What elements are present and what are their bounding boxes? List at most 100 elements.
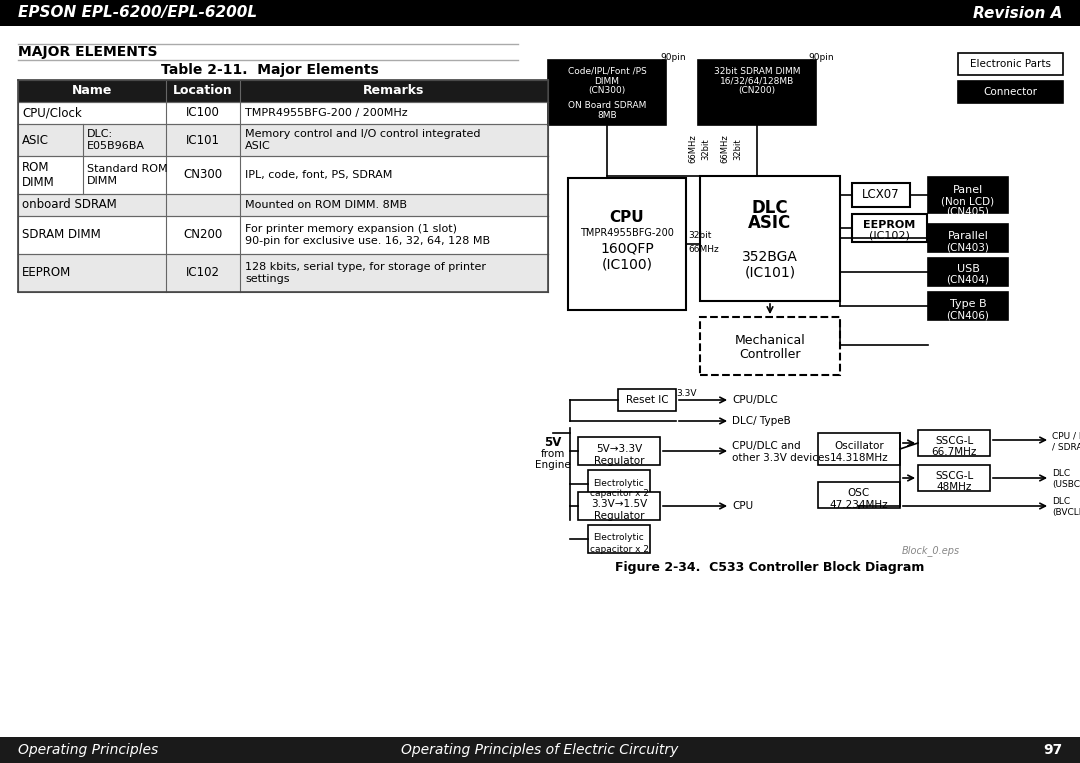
Text: Electronic Parts: Electronic Parts	[970, 59, 1051, 69]
Text: Controller: Controller	[739, 349, 800, 362]
Text: (BVCLK): (BVCLK)	[1052, 507, 1080, 517]
Text: CN300: CN300	[184, 169, 222, 182]
Text: SDRAM DIMM: SDRAM DIMM	[22, 228, 100, 242]
Text: Standard ROM
DIMM: Standard ROM DIMM	[87, 164, 167, 186]
Text: 48MHz: 48MHz	[936, 482, 972, 492]
Text: LCX07: LCX07	[862, 188, 900, 201]
Text: (USBCLK): (USBCLK)	[1052, 481, 1080, 490]
Text: capacitor x 2: capacitor x 2	[590, 545, 648, 553]
Bar	[0, 737, 1080, 763]
Bar	[18, 254, 548, 292]
Text: TMPR4955BFG-200 / 200MHz: TMPR4955BFG-200 / 200MHz	[245, 108, 407, 118]
Text: 16/32/64/128MB: 16/32/64/128MB	[720, 76, 794, 85]
Text: Regulator: Regulator	[594, 456, 645, 466]
Text: Block_0.eps: Block_0.eps	[902, 546, 960, 556]
Text: IPL, code, font, PS, SDRAM: IPL, code, font, PS, SDRAM	[245, 170, 392, 180]
Text: (CN405): (CN405)	[946, 207, 989, 217]
Bar	[818, 482, 900, 508]
Text: DLC:
E05B96BA: DLC: E05B96BA	[87, 129, 145, 151]
Text: from: from	[541, 449, 565, 459]
Bar	[18, 102, 548, 124]
Text: (IC102): (IC102)	[868, 231, 909, 241]
Bar	[618, 389, 676, 411]
Text: 32bit: 32bit	[688, 231, 712, 240]
Text: CPU/Clock: CPU/Clock	[22, 107, 82, 120]
Bar	[698, 60, 816, 125]
Bar	[818, 433, 900, 465]
Bar	[548, 60, 666, 125]
Text: ON Board SDRAM: ON Board SDRAM	[568, 101, 646, 110]
Text: DIMM: DIMM	[594, 76, 620, 85]
Bar	[568, 178, 686, 310]
Text: Location: Location	[173, 85, 233, 98]
Text: SSCG-L: SSCG-L	[935, 471, 973, 481]
Text: 32bit SDRAM DIMM: 32bit SDRAM DIMM	[714, 66, 800, 76]
Text: EEPROM: EEPROM	[863, 220, 915, 230]
Text: EPSON EPL-6200/EPL-6200L: EPSON EPL-6200/EPL-6200L	[18, 5, 257, 21]
Bar	[0, 0, 1080, 26]
Text: 3.3V: 3.3V	[676, 388, 697, 398]
Text: MAJOR ELEMENTS: MAJOR ELEMENTS	[18, 45, 158, 59]
Text: SSCG-L: SSCG-L	[935, 436, 973, 446]
Bar	[700, 317, 840, 375]
Text: ROM
DIMM: ROM DIMM	[22, 161, 55, 189]
Text: CPU / DLC: CPU / DLC	[1052, 432, 1080, 440]
Text: Type B: Type B	[949, 299, 986, 309]
Text: OSC: OSC	[848, 488, 870, 498]
Text: Table 2-11.  Major Elements: Table 2-11. Major Elements	[161, 63, 379, 77]
Text: Electrolytic: Electrolytic	[594, 478, 645, 488]
Text: 66MHz: 66MHz	[688, 246, 719, 255]
Text: ASIC: ASIC	[22, 134, 49, 146]
Text: Mechanical: Mechanical	[734, 334, 806, 347]
Text: Revision A: Revision A	[973, 5, 1062, 21]
Text: 3.3V→1.5V: 3.3V→1.5V	[591, 499, 647, 509]
Bar	[18, 156, 548, 194]
Text: Regulator: Regulator	[594, 511, 645, 521]
Bar	[958, 53, 1063, 75]
Text: 90pin: 90pin	[660, 53, 686, 62]
Text: onboard SDRAM: onboard SDRAM	[22, 198, 117, 211]
Text: DLC: DLC	[1052, 469, 1070, 478]
Bar	[852, 183, 910, 207]
Text: CPU/DLC: CPU/DLC	[732, 395, 778, 405]
Text: (CN404): (CN404)	[946, 275, 989, 285]
Text: Code/IPL/Font /PS: Code/IPL/Font /PS	[568, 66, 646, 76]
Text: (CN403): (CN403)	[946, 242, 989, 252]
Text: CPU/DLC and: CPU/DLC and	[732, 441, 800, 451]
Text: DLC: DLC	[752, 199, 788, 217]
Text: Operating Principles of Electric Circuitry: Operating Principles of Electric Circuit…	[402, 743, 678, 757]
Text: 66.7MHz: 66.7MHz	[931, 447, 976, 457]
Text: Operating Principles: Operating Principles	[18, 743, 159, 757]
Text: (CN200): (CN200)	[739, 86, 775, 95]
Text: Memory control and I/O control integrated
ASIC: Memory control and I/O control integrate…	[245, 129, 481, 151]
Text: 160QFP: 160QFP	[600, 241, 653, 255]
Bar	[958, 81, 1063, 103]
Text: DLC: DLC	[1052, 497, 1070, 506]
Text: Engine: Engine	[535, 460, 571, 470]
Bar	[700, 176, 840, 301]
Text: Reset IC: Reset IC	[625, 395, 669, 405]
Bar	[18, 124, 548, 156]
Text: / SDRAM: / SDRAM	[1052, 443, 1080, 452]
Text: 14.318MHz: 14.318MHz	[829, 453, 889, 463]
Text: (IC100): (IC100)	[602, 257, 652, 271]
Text: CPU: CPU	[732, 501, 753, 511]
Text: Remarks: Remarks	[363, 85, 424, 98]
Text: 32bit: 32bit	[733, 138, 743, 159]
Text: 90pin: 90pin	[808, 53, 834, 62]
Text: Electrolytic: Electrolytic	[594, 533, 645, 542]
Text: 128 kbits, serial type, for storage of printer
settings: 128 kbits, serial type, for storage of p…	[245, 262, 486, 284]
Bar	[578, 437, 660, 465]
Text: 97: 97	[1043, 743, 1062, 757]
Text: Mounted on ROM DIMM. 8MB: Mounted on ROM DIMM. 8MB	[245, 200, 407, 210]
Text: 32bit: 32bit	[702, 138, 711, 159]
Bar	[578, 492, 660, 520]
Text: Oscillator: Oscillator	[834, 441, 883, 451]
Text: (CN300): (CN300)	[589, 86, 625, 95]
Text: 8MB: 8MB	[597, 111, 617, 120]
Text: (Non LCD): (Non LCD)	[942, 196, 995, 206]
Text: EEPROM: EEPROM	[22, 266, 71, 279]
Text: IC102: IC102	[186, 266, 220, 279]
Text: Figure 2-34.  C533 Controller Block Diagram: Figure 2-34. C533 Controller Block Diagr…	[616, 561, 924, 574]
Text: TMPR4955BFG-200: TMPR4955BFG-200	[580, 228, 674, 238]
